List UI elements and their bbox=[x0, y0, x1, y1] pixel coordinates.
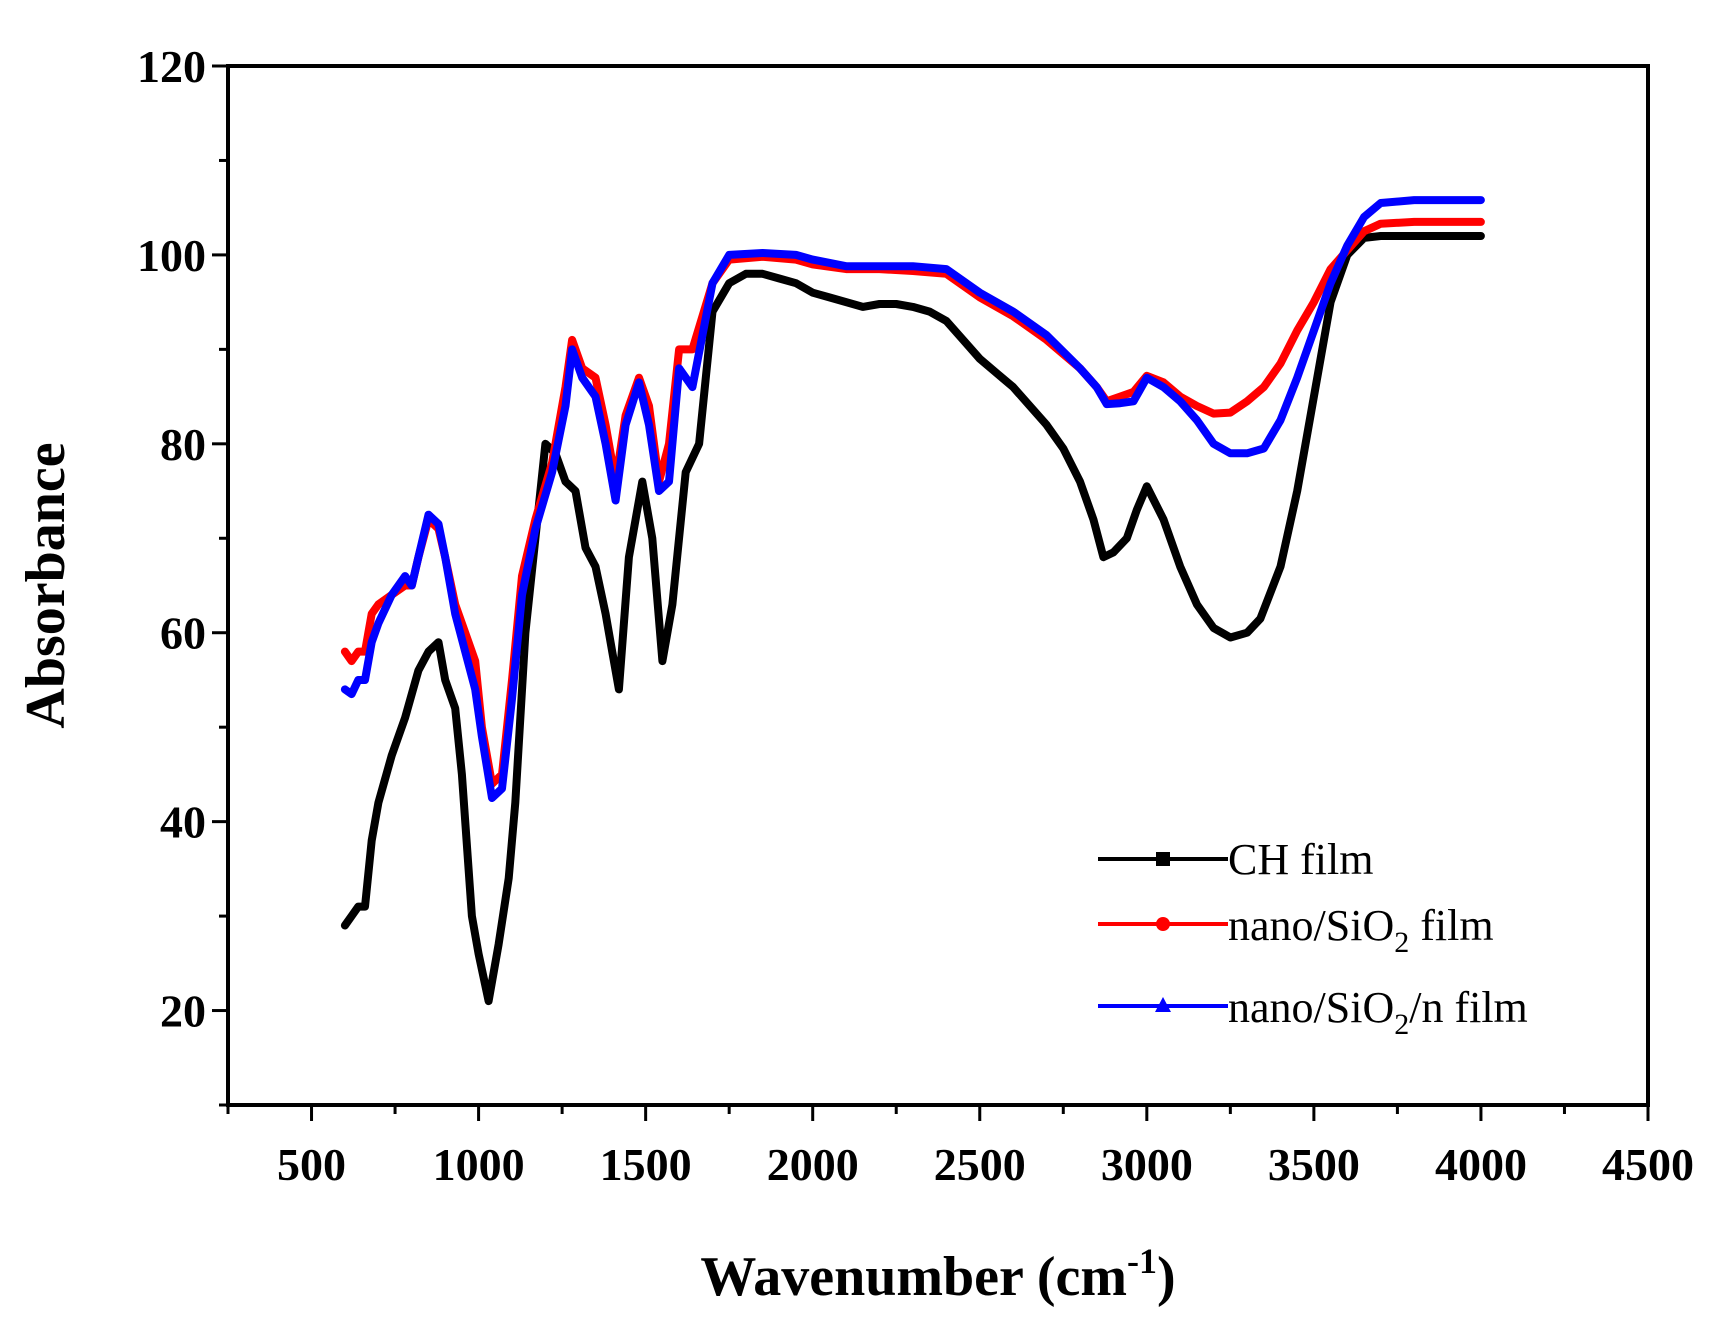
x-tick-label: 2000 bbox=[767, 1139, 859, 1190]
y-tick-label: 120 bbox=[137, 41, 206, 92]
x-tick-label: 1500 bbox=[600, 1139, 692, 1190]
y-tick-label: 40 bbox=[160, 797, 206, 848]
y-axis-title: Absorbance bbox=[15, 442, 77, 728]
legend: CH film nano/SiO2 film nano/SiO2/n film bbox=[1098, 835, 1528, 1041]
legend-item-ch-film: CH film bbox=[1098, 835, 1373, 884]
x-axis-title-main: Wavenumber (cm bbox=[700, 1246, 1127, 1308]
x-tick-label: 500 bbox=[277, 1139, 346, 1190]
axis-layer: 500 1000 1500 2000 2500 3000 3500 4000 4500 20 40 6… bbox=[137, 41, 1694, 1190]
legend-item-nano-sio2-film: nano/SiO2 film bbox=[1098, 901, 1494, 959]
x-axis-title-superscript: -1 bbox=[1127, 1241, 1157, 1281]
x-tick-label: 4000 bbox=[1435, 1139, 1527, 1190]
series-layer bbox=[340, 196, 1485, 1006]
x-axis-title-close: ) bbox=[1157, 1246, 1176, 1308]
x-tick-label: 3000 bbox=[1101, 1139, 1193, 1190]
series-line-nano-sio2-n-film bbox=[340, 196, 1485, 802]
x-axis-title: Wavenumber (cm-1) bbox=[700, 1241, 1175, 1308]
legend-label-nano-sio2-film: nano/SiO2 film bbox=[1228, 901, 1494, 959]
legend-marker-square bbox=[1156, 852, 1170, 866]
x-tick-label: 4500 bbox=[1602, 1139, 1694, 1190]
y-tick-label: 60 bbox=[160, 608, 206, 659]
plot-frame bbox=[226, 64, 1650, 1107]
x-tick-label: 1000 bbox=[433, 1139, 525, 1190]
y-tick-label: 20 bbox=[160, 986, 206, 1037]
x-tick-label: 3500 bbox=[1268, 1139, 1360, 1190]
legend-item-nano-sio2-n-film: nano/SiO2/n film bbox=[1098, 983, 1528, 1041]
legend-marker-triangle bbox=[1155, 997, 1171, 1012]
legend-marker-circle bbox=[1156, 917, 1170, 931]
legend-label-ch-film: CH film bbox=[1228, 835, 1373, 884]
y-tick-label: 100 bbox=[137, 230, 206, 281]
y-tick-label: 80 bbox=[160, 419, 206, 470]
x-tick-label: 2500 bbox=[934, 1139, 1026, 1190]
legend-label-nano-sio2-n-film: nano/SiO2/n film bbox=[1228, 983, 1528, 1041]
series-line-ch-film bbox=[340, 232, 1485, 1006]
